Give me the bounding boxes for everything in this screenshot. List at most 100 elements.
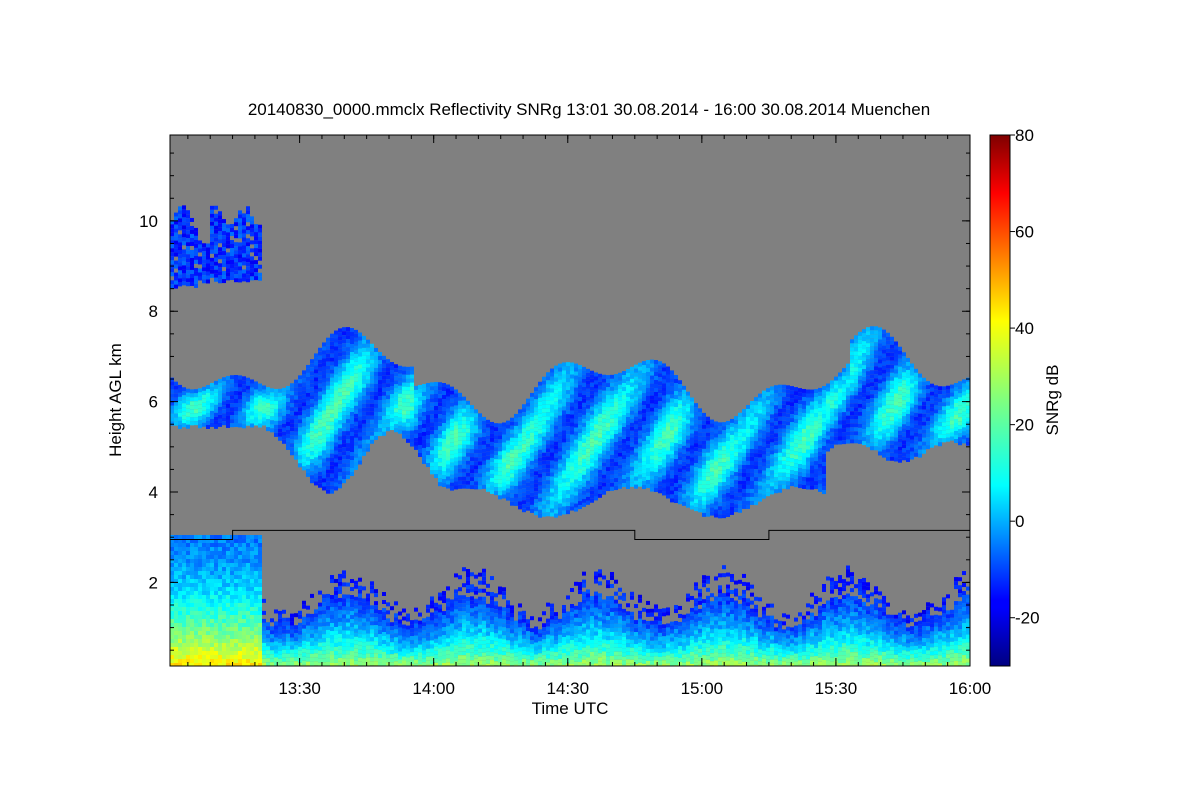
echo-cell-cloud (446, 408, 450, 413)
echo-cell-cloud (526, 418, 530, 423)
echo-cell-cloud (866, 335, 870, 340)
echo-cell-cloud (898, 418, 902, 423)
echo-cell-cloud (286, 389, 290, 394)
echo-cell-cloud (298, 407, 302, 412)
echo-cell-cloud (370, 375, 374, 380)
echo-cell-cloud (550, 428, 554, 433)
echo-cell-cloud (550, 472, 554, 477)
echo-cell-cloud (314, 453, 318, 458)
echo-cell-cloud (962, 427, 966, 432)
echo-cell-cloud (338, 352, 342, 357)
echo-cell-cloud (342, 399, 346, 404)
echo-cell-cloud (734, 432, 738, 437)
echo-cell-cloud (614, 446, 618, 451)
echo-cell-cloud (642, 429, 646, 434)
echo-cell-cloud (570, 426, 574, 431)
echo-cell-cloud (358, 432, 362, 437)
echo-cell-cirrus (174, 224, 178, 229)
echo-cell-cloud (458, 400, 462, 405)
echo-cell-cloud (342, 327, 346, 332)
echo-cell-cloud (314, 385, 318, 390)
echo-cell-cloud (842, 412, 846, 417)
echo-cell-cloud (830, 408, 834, 413)
echo-cell-cloud (474, 409, 478, 414)
echo-cell-cloud (326, 377, 330, 382)
echo-cell-cloud (906, 425, 910, 430)
echo-cell-cloud (466, 448, 470, 453)
echo-cell-cloud (814, 433, 818, 438)
echo-cell-cloud (810, 477, 814, 482)
echo-cell-cloud (662, 427, 666, 432)
echo-cell-cloud (594, 372, 598, 377)
echo-cell-cloud (450, 470, 454, 475)
echo-cell-cloud (226, 379, 230, 384)
echo-cell-cloud (306, 380, 310, 385)
echo-cell-cloud (486, 479, 490, 484)
echo-cell-cloud (774, 441, 778, 446)
echo-cell-cloud (486, 435, 490, 440)
echo-cell-cloud (250, 419, 254, 424)
echo-cell-cloud (702, 508, 706, 513)
echo-cell-cloud (322, 466, 326, 471)
echo-cell-cloud (266, 395, 270, 400)
echo-cell-cloud (282, 395, 286, 400)
echo-cell-cloud (298, 439, 302, 444)
echo-cell-cloud (442, 451, 446, 456)
echo-cell-cloud (646, 447, 650, 452)
echo-cell-cloud (770, 390, 774, 395)
echo-cell-cloud (882, 385, 886, 390)
echo-cell-cloud (898, 366, 902, 371)
echo-cell-cloud (542, 496, 546, 501)
echo-cell-cloud (558, 455, 562, 460)
echo-cell-cloud (542, 416, 546, 421)
echo-cell-cloud (774, 445, 778, 450)
echo-cell-cloud (770, 442, 774, 447)
echo-cell-cloud (666, 482, 670, 487)
echo-cell-cloud (634, 436, 638, 441)
echo-cell-cloud (170, 385, 174, 390)
echo-cell-cloud (866, 443, 870, 448)
echo-cell-cloud (202, 422, 206, 427)
echo-cell-cloud (770, 470, 774, 475)
echo-cell-cloud (754, 485, 758, 490)
echo-cell-cloud (274, 400, 278, 405)
echo-cell-cirrus (186, 226, 190, 231)
echo-cell-cloud (634, 408, 638, 413)
echo-cell-cloud (722, 454, 726, 459)
echo-cell-cloud (566, 442, 570, 447)
echo-cell-cloud (818, 411, 822, 416)
echo-cell-cloud (922, 445, 926, 450)
echo-cell-cloud (894, 445, 898, 450)
echo-cell-cloud (870, 378, 874, 383)
echo-cell-cloud (762, 426, 766, 431)
echo-cell-cloud (866, 427, 870, 432)
echo-cell-cloud (786, 441, 790, 446)
echo-cell-cloud (662, 395, 666, 400)
echo-cell-cloud (662, 463, 666, 468)
echo-cell-cloud (802, 424, 806, 429)
echo-cell-cloud (606, 451, 610, 456)
echo-cell-cloud (954, 415, 958, 420)
echo-cell-cloud (294, 399, 298, 404)
echo-cell-cloud (594, 440, 598, 445)
echo-cell-cloud (662, 451, 666, 456)
echo-cell-cloud (194, 413, 198, 418)
echo-cell-cloud (938, 430, 942, 435)
echo-cell-cloud (786, 429, 790, 434)
echo-cell-cloud (562, 374, 566, 379)
echo-cell-cloud (586, 424, 590, 429)
echo-cell-cloud (658, 389, 662, 394)
echo-cell-cloud (594, 492, 598, 497)
echo-cell-cloud (650, 459, 654, 464)
echo-cell-cloud (758, 465, 762, 470)
echo-cell-cloud (218, 402, 222, 407)
echo-cell-cloud (886, 380, 890, 385)
echo-cell-cloud (806, 413, 810, 418)
echo-cell-cloud (554, 465, 558, 470)
echo-cell-cloud (762, 430, 766, 435)
echo-cell-cloud (470, 429, 474, 434)
echo-cell-cloud (782, 460, 786, 465)
echo-cell-cloud (882, 441, 886, 446)
echo-cell-cloud (674, 395, 678, 400)
echo-cell-cloud (918, 421, 922, 426)
